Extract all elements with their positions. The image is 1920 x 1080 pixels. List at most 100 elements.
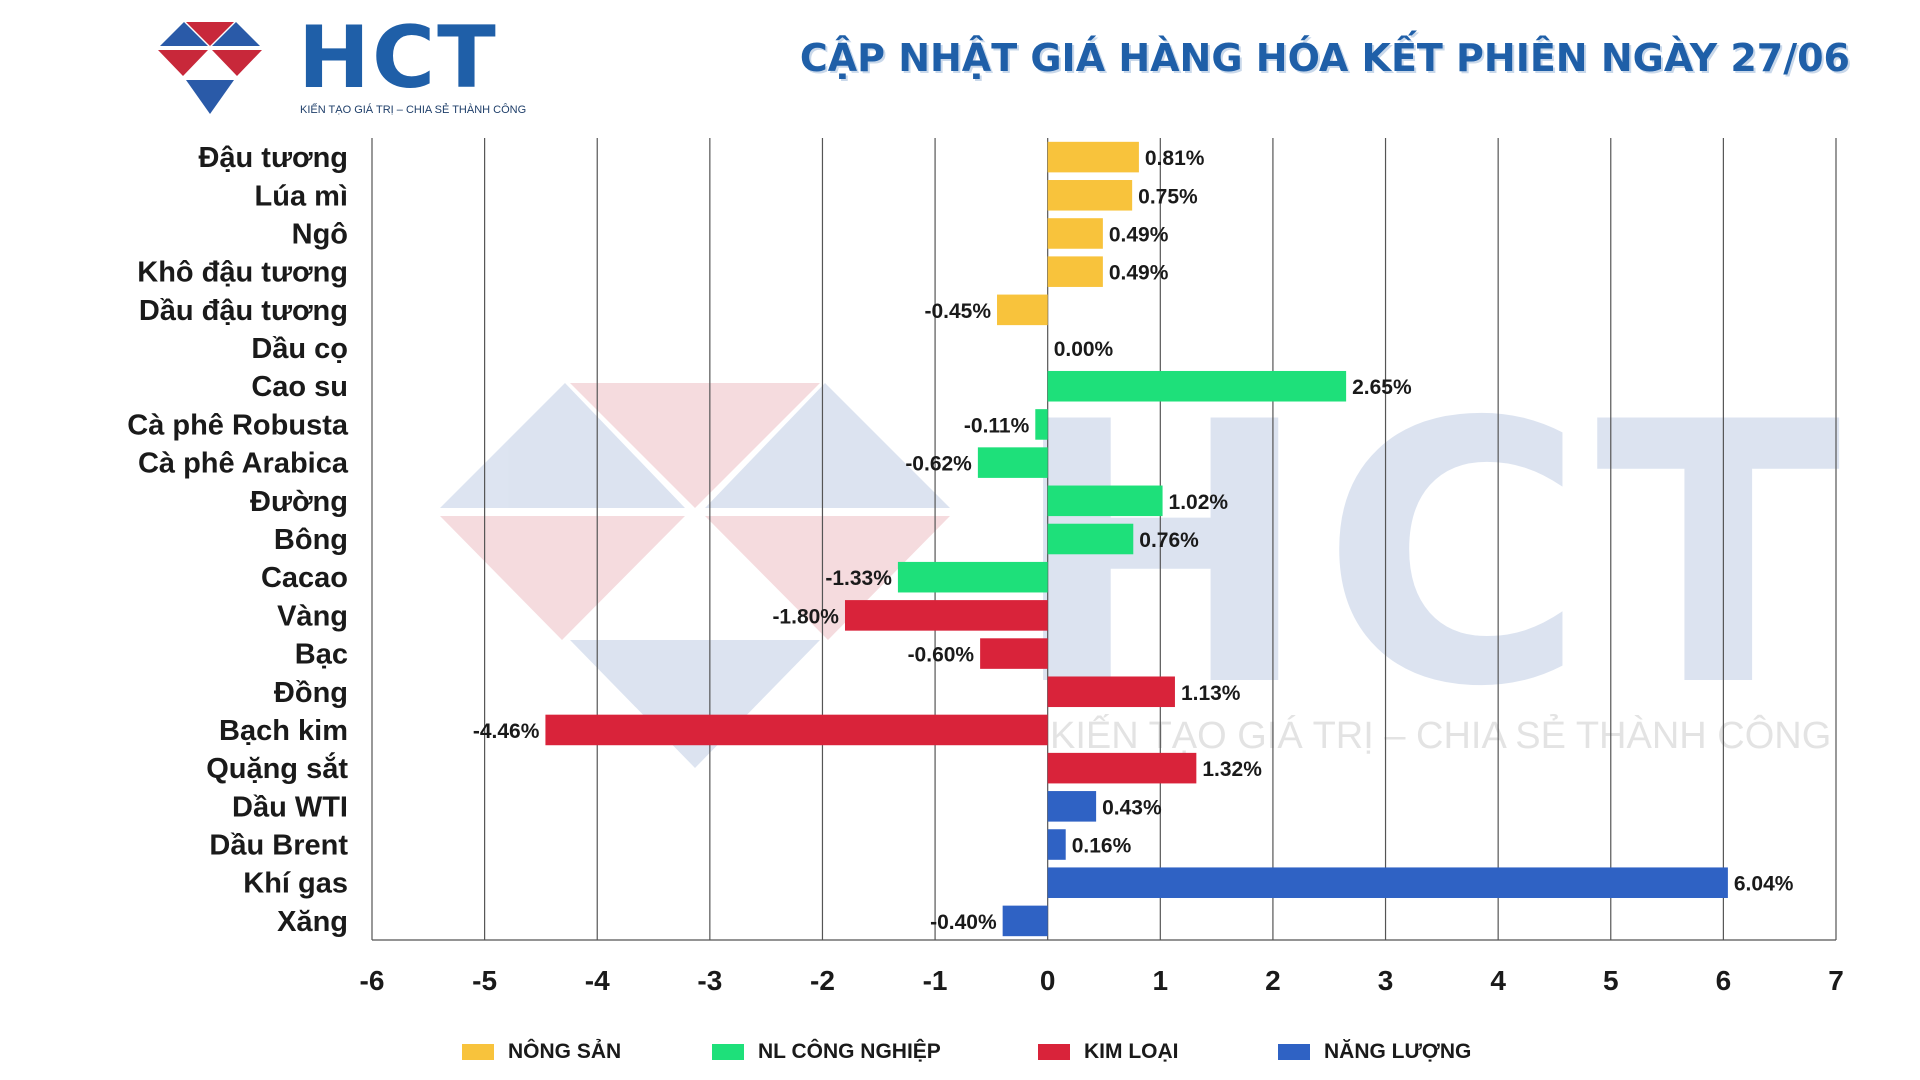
category-label: Lúa mì [255, 180, 348, 212]
x-tick-label: -6 [360, 965, 385, 996]
category-label: Vàng [277, 600, 348, 632]
category-label: Khí gas [243, 868, 348, 900]
legend-item: NĂNG LƯỢNG [1278, 1040, 1471, 1064]
data-label: -0.11% [964, 414, 1030, 437]
data-label: 0.81% [1145, 147, 1205, 170]
watermark-shape [705, 516, 950, 640]
data-label: 1.32% [1202, 758, 1262, 781]
x-tick-label: 6 [1716, 965, 1732, 996]
data-label: 1.02% [1169, 491, 1229, 514]
x-tick-label: -1 [923, 965, 948, 996]
legend-label: NÔNG SẢN [508, 1040, 622, 1063]
legend-swatch [462, 1044, 494, 1060]
category-label: Khô đậu tương [137, 257, 348, 289]
x-tick-label: 4 [1490, 965, 1506, 996]
bar [545, 714, 1048, 746]
watermark-shape [440, 516, 685, 640]
data-label: 0.43% [1102, 796, 1162, 819]
data-label: 2.65% [1352, 376, 1412, 399]
bar [1047, 485, 1163, 517]
category-label: Cacao [261, 562, 348, 594]
category-label: Bạch kim [219, 715, 348, 747]
category-label: Cà phê Robusta [127, 409, 349, 441]
bar [1047, 141, 1139, 173]
header: HCT KIẾN TẠO GIÁ TRỊ – CHIA SẺ THÀNH CÔN… [0, 0, 1920, 125]
legend-label: NL CÔNG NGHIỆP [758, 1040, 941, 1063]
category-label: Cà phê Arabica [138, 448, 349, 480]
data-label: 0.49% [1109, 223, 1169, 246]
data-label: -0.62% [905, 453, 972, 476]
logo-tagline: KIẾN TẠO GIÁ TRỊ – CHIA SẺ THÀNH CÔNG [300, 104, 527, 116]
watermark-shape [705, 383, 950, 508]
bar [997, 294, 1048, 326]
data-label: -4.46% [473, 720, 540, 743]
page-title: CẬP NHẬT GIÁ HÀNG HÓA KẾT PHIÊN NGÀY 27/… [799, 36, 1850, 80]
legend-swatch [1278, 1044, 1310, 1060]
legend-item: NÔNG SẢN [462, 1040, 621, 1064]
legend-item: KIM LOẠI [1038, 1040, 1179, 1064]
x-tick-label: 2 [1265, 965, 1281, 996]
data-label: -0.60% [908, 644, 975, 667]
watermark-shape [570, 383, 820, 508]
data-label: 0.49% [1109, 262, 1169, 285]
data-label: 1.13% [1181, 682, 1241, 705]
category-label: Cao su [251, 371, 348, 403]
category-label: Đồng [274, 677, 348, 709]
bar [1047, 752, 1197, 784]
watermark-shape [570, 640, 820, 768]
bar [844, 600, 1048, 631]
category-label: Đậu tương [198, 142, 348, 174]
category-label: Dầu cọ [251, 333, 348, 365]
data-label: 0.16% [1072, 835, 1132, 858]
legend-item: NL CÔNG NGHIỆP [712, 1040, 941, 1064]
logo-wordmark: HCT [298, 8, 498, 108]
data-label: -0.45% [924, 300, 991, 323]
watermark-shape [440, 383, 685, 508]
x-tick-label: -2 [810, 965, 835, 996]
x-tick-label: 0 [1040, 965, 1056, 996]
category-label: Dầu WTI [232, 791, 348, 823]
data-label: -0.40% [930, 911, 997, 934]
bar [1047, 370, 1347, 402]
diamond-logo-icon [158, 22, 262, 114]
legend-label: NĂNG LƯỢNG [1324, 1040, 1472, 1063]
category-label: Xăng [277, 906, 348, 938]
bar [1047, 180, 1133, 211]
data-label: -1.33% [825, 567, 892, 590]
category-label: Đường [250, 486, 348, 518]
category-label: Dầu Brent [209, 830, 348, 862]
bar [1047, 523, 1134, 555]
x-tick-label: -3 [697, 965, 722, 996]
x-tick-label: 5 [1603, 965, 1619, 996]
category-label: Ngô [292, 218, 348, 250]
data-label: 0.76% [1139, 529, 1199, 552]
legend-swatch [1038, 1044, 1070, 1060]
x-tick-label: 3 [1378, 965, 1394, 996]
bar [1035, 409, 1048, 440]
data-label: -1.80% [772, 605, 839, 628]
x-tick-label: -4 [585, 965, 610, 996]
data-label: 6.04% [1734, 873, 1794, 896]
x-tick-label: -5 [472, 965, 497, 996]
category-label: Bông [274, 524, 348, 556]
watermark-tagline: KIẾN TẠO GIÁ TRỊ – CHIA SẺ THÀNH CÔNG [1050, 713, 1831, 757]
hct-logo: HCT KIẾN TẠO GIÁ TRỊ – CHIA SẺ THÀNH CÔN… [150, 8, 526, 124]
bar [1002, 905, 1048, 937]
chart-legend: NÔNG SẢN NL CÔNG NGHIỆP KIM LOẠI NĂNG LƯỢNG [0, 1040, 1920, 1070]
x-tick-label: 1 [1153, 965, 1169, 996]
x-tick-label: 7 [1828, 965, 1844, 996]
bar [1047, 829, 1066, 860]
bar [1047, 218, 1103, 249]
category-label: Dầu đậu tương [139, 295, 348, 327]
bar [977, 447, 1048, 478]
data-label: 0.00% [1054, 338, 1114, 361]
data-label: 0.75% [1138, 185, 1198, 208]
bar [1047, 791, 1097, 822]
category-label: Bạc [295, 639, 348, 671]
bar [1047, 867, 1728, 898]
bar [897, 561, 1048, 593]
bar [1047, 676, 1175, 708]
legend-swatch [712, 1044, 744, 1060]
